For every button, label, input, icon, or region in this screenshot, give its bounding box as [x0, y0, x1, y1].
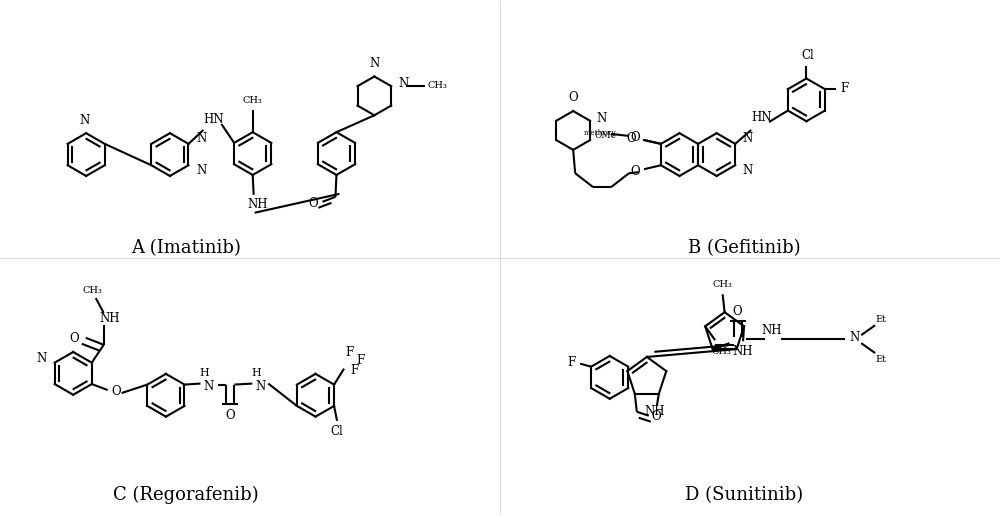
Text: F: F [345, 346, 353, 359]
Text: O: O [626, 132, 636, 145]
Text: Et: Et [876, 354, 887, 364]
Text: CH₃: CH₃ [83, 285, 103, 295]
Text: N: N [742, 133, 752, 146]
Text: O: O [733, 305, 742, 318]
Text: O: O [651, 410, 661, 423]
Text: HN: HN [203, 112, 224, 125]
Text: CH₃: CH₃ [427, 80, 447, 90]
Text: F: F [350, 364, 358, 377]
Text: N: N [37, 352, 47, 365]
Text: F: F [567, 356, 575, 369]
Text: F: F [356, 354, 364, 367]
Text: O: O [568, 91, 578, 104]
Text: Et: Et [876, 315, 887, 324]
Text: CH₃: CH₃ [243, 96, 263, 105]
Text: Cl: Cl [331, 425, 343, 438]
Text: F: F [841, 82, 849, 94]
Text: O: O [226, 409, 235, 422]
Text: N: N [849, 331, 859, 344]
Text: H: H [251, 367, 261, 378]
Text: D (Sunitinib): D (Sunitinib) [685, 486, 803, 504]
Text: A (Imatinib): A (Imatinib) [131, 239, 241, 257]
Text: NH: NH [247, 198, 268, 211]
Text: N: N [255, 380, 265, 393]
Text: O: O [69, 332, 79, 345]
Text: N: N [742, 164, 752, 176]
Text: N: N [196, 164, 207, 176]
Text: NH: NH [645, 405, 665, 418]
Text: CH₃: CH₃ [713, 280, 733, 289]
Text: O: O [111, 384, 121, 397]
Text: C (Regorafenib): C (Regorafenib) [113, 486, 259, 504]
Text: B (Gefitinib): B (Gefitinib) [688, 239, 801, 257]
Text: N: N [196, 133, 207, 146]
Text: NH: NH [761, 324, 782, 337]
Text: O: O [630, 132, 640, 144]
Text: CH₃: CH₃ [711, 347, 731, 356]
Text: OMe: OMe [594, 132, 616, 140]
Text: O: O [309, 197, 318, 211]
Text: N: N [79, 114, 89, 127]
Text: N: N [203, 380, 214, 393]
Text: HN: HN [751, 110, 771, 123]
Text: Cl: Cl [801, 49, 814, 62]
Text: N: N [597, 112, 607, 125]
Text: methoxy: methoxy [584, 129, 616, 137]
Text: O: O [630, 165, 640, 178]
Text: H: H [200, 367, 209, 378]
Text: NH: NH [99, 312, 120, 326]
Text: N: N [369, 57, 379, 70]
Text: NH: NH [733, 345, 753, 358]
Text: N: N [398, 77, 408, 90]
